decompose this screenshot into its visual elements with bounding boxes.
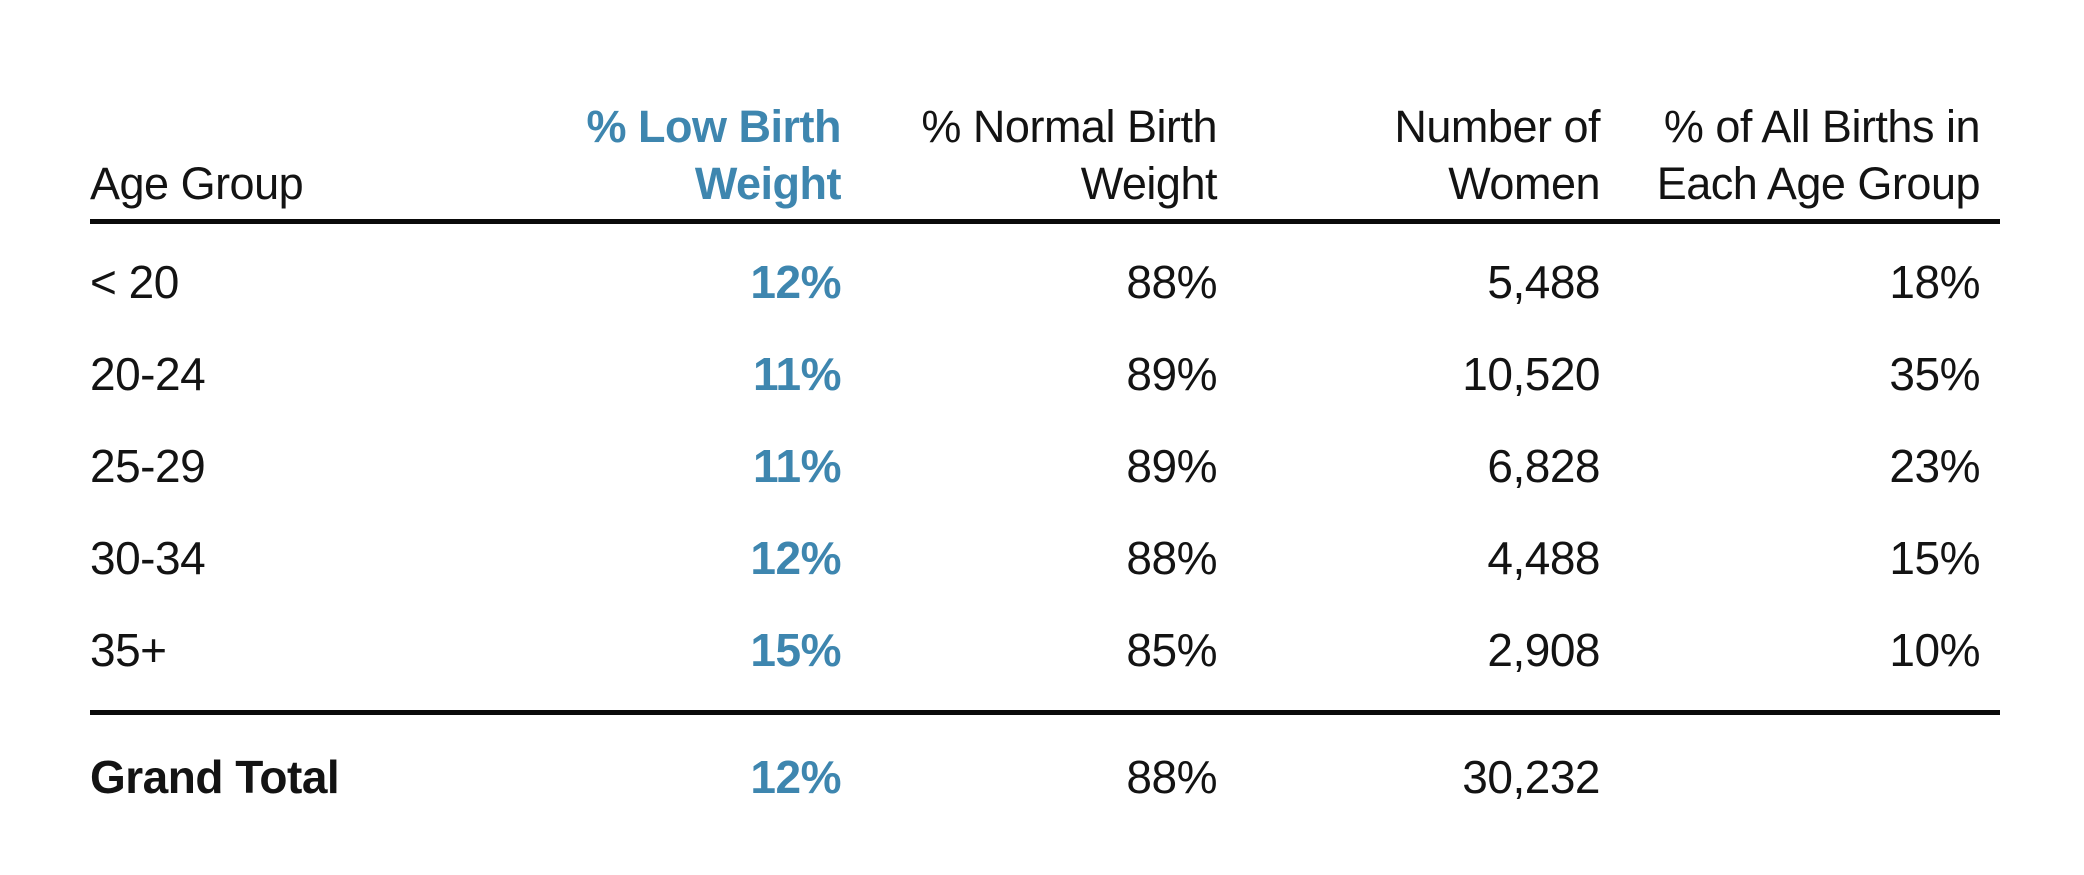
table-row: < 20 12% 88% 5,488 18% <box>90 236 1981 328</box>
column-header-number-of-women: Number of Women <box>1217 98 1600 212</box>
cell-age-group: 25-29 <box>90 440 206 492</box>
cell-normal-birth-weight: 88% <box>1126 532 1217 584</box>
cell-normal-birth-weight: 88% <box>1126 256 1217 308</box>
cell-number-of-women-total: 30,232 <box>1462 751 1600 803</box>
cell-low-birth-weight: 12% <box>750 256 841 308</box>
cell-number-of-women: 4,488 <box>1487 532 1600 584</box>
table-row: 35+ 15% 85% 2,908 10% <box>90 604 1981 696</box>
column-header-label-line1: % Normal Birth <box>921 101 1217 152</box>
cell-age-group: < 20 <box>90 256 179 308</box>
column-header-label-line1: Number of <box>1394 101 1600 152</box>
cell-grand-total-label: Grand Total <box>90 751 340 803</box>
cell-normal-birth-weight: 85% <box>1126 624 1217 676</box>
total-divider-line <box>90 710 2000 715</box>
cell-number-of-women: 5,488 <box>1487 256 1600 308</box>
cell-low-birth-weight: 15% <box>750 624 841 676</box>
cell-normal-birth-weight: 89% <box>1126 348 1217 400</box>
column-header-age-group: Age Group <box>90 155 450 212</box>
column-header-label-line1: % of All Births in <box>1663 101 1981 152</box>
header-divider-line <box>90 219 2000 224</box>
cell-share-of-births: 18% <box>1889 256 1980 308</box>
column-header-label-line1: % Low Birth <box>586 101 842 152</box>
table-row: 30-34 12% 88% 4,488 15% <box>90 512 1981 604</box>
cell-low-birth-weight: 11% <box>752 440 842 492</box>
cell-normal-birth-weight: 89% <box>1126 440 1217 492</box>
column-header-label-line2: Each Age Group <box>1656 158 1981 209</box>
column-header-normal-birth-weight: % Normal Birth Weight <box>841 98 1217 212</box>
table-body: < 20 12% 88% 5,488 18% 20-24 11% 89% 10,… <box>0 236 2084 696</box>
table-header-row: Age Group % Low Birth Weight % Normal Bi… <box>90 0 1981 212</box>
cell-low-birth-weight: 12% <box>750 532 841 584</box>
cell-share-of-births: 15% <box>1889 532 1980 584</box>
column-header-label-line2: Weight <box>694 158 842 209</box>
cell-low-birth-weight-total: 12% <box>750 751 841 803</box>
table-row: 20-24 11% 89% 10,520 35% <box>90 328 1981 420</box>
column-header-low-birth-weight: % Low Birth Weight <box>450 98 842 212</box>
cell-age-group: 35+ <box>90 624 167 676</box>
column-header-label-line2: Weight <box>1080 158 1218 209</box>
cell-low-birth-weight: 11% <box>752 348 842 400</box>
cell-share-of-births: 35% <box>1889 348 1980 400</box>
cell-number-of-women: 10,520 <box>1462 348 1600 400</box>
column-header-label-line2: Women <box>1448 158 1600 209</box>
table-row: 25-29 11% 89% 6,828 23% <box>90 420 1981 512</box>
cell-age-group: 30-34 <box>90 532 206 584</box>
grand-total-row: Grand Total 12% 88% 30,232 <box>90 731 1980 823</box>
cell-number-of-women: 6,828 <box>1487 440 1600 492</box>
column-header-label: Age Group <box>90 158 304 209</box>
cell-share-of-births: 23% <box>1889 440 1980 492</box>
cell-normal-birth-weight-total: 88% <box>1126 751 1217 803</box>
cell-share-of-births: 10% <box>1889 624 1980 676</box>
column-header-share-of-births: % of All Births in Each Age Group <box>1600 98 1981 212</box>
cell-number-of-women: 2,908 <box>1487 624 1600 676</box>
cell-age-group: 20-24 <box>90 348 206 400</box>
